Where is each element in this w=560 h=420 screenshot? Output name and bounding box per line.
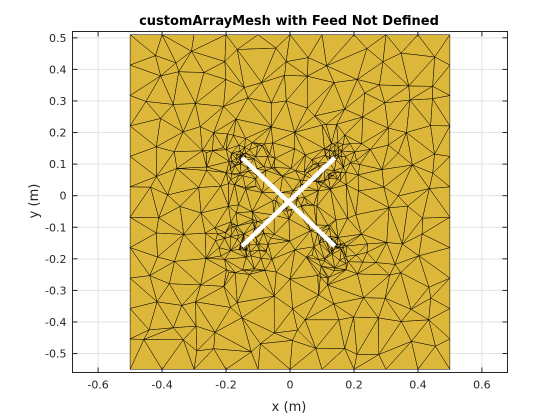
x-tick-label: -0.6 (87, 379, 108, 392)
mesh-triangle (331, 249, 342, 261)
mesh-triangle (245, 249, 248, 251)
mesh-triangle (269, 142, 276, 159)
mesh-triangle (324, 173, 329, 181)
mesh-triangle (306, 246, 315, 258)
mesh-triangle (289, 256, 319, 280)
y-tick-label: 0.3 (49, 95, 67, 108)
x-tick-label: 0 (287, 379, 294, 392)
y-tick-label: 0.4 (49, 63, 67, 76)
mesh-triangle (243, 152, 247, 158)
mesh-triangles (129, 34, 451, 370)
mesh-triangle (323, 169, 335, 175)
mesh-triangle (295, 154, 306, 172)
y-tick-label: 0.2 (49, 127, 67, 140)
mesh-triangle (244, 147, 250, 154)
y-tick-label: 0 (60, 190, 67, 203)
y-axis-label: y (m) (27, 184, 42, 219)
mesh-triangle (230, 234, 239, 240)
mesh-triangle (265, 167, 283, 177)
mesh-triangle (407, 188, 430, 219)
mesh-triangle (402, 217, 423, 245)
mesh-triangle (334, 267, 347, 271)
mesh-triangle (325, 154, 330, 160)
x-tick-label: 0.6 (473, 379, 491, 392)
y-tick-label: -0.3 (45, 284, 66, 297)
mesh-triangle (338, 243, 342, 248)
mesh-triangle (213, 132, 228, 149)
mesh-triangle (334, 159, 344, 171)
mesh-triangle (347, 254, 363, 263)
y-tick-label: -0.4 (45, 316, 66, 329)
mesh-triangle (336, 237, 342, 245)
mesh-triangle (282, 170, 301, 181)
plot-area: -0.6 -0.4 -0.2 0 0.2 0.4 0.6 0.5 0.4 0.3 0.2 0.1 0 -0… (45, 31, 508, 392)
plot-title: customArrayMesh with Feed Not Defined (139, 14, 439, 29)
mesh-triangle (337, 172, 342, 182)
mesh-triangle (330, 184, 348, 219)
mesh-triangle (226, 269, 236, 273)
mesh-triangle (346, 243, 368, 256)
mesh-triangle (313, 243, 325, 259)
mesh-triangle (230, 173, 240, 180)
mesh-triangle (332, 246, 337, 249)
mesh-triangle (246, 255, 255, 270)
mesh-triangle (409, 86, 433, 101)
mesh-triangle (316, 180, 322, 192)
mesh-triangle (245, 185, 257, 190)
mesh-triangle (345, 151, 355, 163)
mesh-triangle (400, 255, 430, 288)
mesh-triangle (236, 154, 241, 158)
mesh-triangle (411, 319, 436, 347)
mesh-triangle (237, 219, 253, 227)
mesh-triangle (237, 162, 241, 164)
x-tick-label: 0.2 (345, 379, 363, 392)
x-axis-label: x (m) (272, 400, 307, 415)
mesh-triangle (321, 124, 332, 144)
x-tick-label: 0.4 (409, 379, 427, 392)
mesh-triangle (428, 297, 451, 321)
x-tick-label: -0.4 (151, 379, 172, 392)
mesh-triangle (307, 163, 319, 173)
mesh-triangle (206, 150, 213, 168)
mesh-triangle (317, 181, 323, 186)
y-tick-label: -0.5 (45, 348, 66, 361)
slot-cutout (240, 156, 337, 248)
mesh-triangle (327, 225, 331, 229)
mesh-triangle (329, 151, 335, 158)
x-tick-label: -0.2 (215, 379, 236, 392)
mesh-triangle (335, 154, 339, 157)
mesh-triangle (239, 170, 249, 176)
mesh-triangle (357, 169, 385, 188)
mesh-triangle (387, 132, 407, 154)
mesh-triangle (410, 286, 432, 310)
mesh-triangle (231, 223, 238, 228)
y-tick-label: 0.1 (49, 158, 67, 171)
mesh-triangle (242, 268, 255, 272)
mesh-triangle (215, 233, 225, 241)
mesh-triangle (304, 159, 314, 172)
mesh-triangle (337, 134, 345, 145)
y-tick-label: -0.1 (45, 221, 66, 234)
mesh-triangle (285, 208, 293, 212)
mesh-triangle (432, 153, 451, 174)
mesh-triangle (331, 142, 339, 146)
mesh-triangle (255, 237, 259, 245)
mesh-triangle (300, 203, 315, 207)
mesh-triangle (316, 205, 329, 226)
mesh-triangle (300, 180, 304, 185)
y-tick-label: -0.2 (45, 253, 66, 266)
mesh-triangle (334, 147, 339, 152)
y-tick-label: 0.5 (49, 32, 67, 45)
mesh-triangle (249, 145, 259, 157)
mesh-triangle (345, 174, 359, 192)
mesh-triangle (344, 256, 349, 262)
mesh-triangle (408, 56, 435, 87)
